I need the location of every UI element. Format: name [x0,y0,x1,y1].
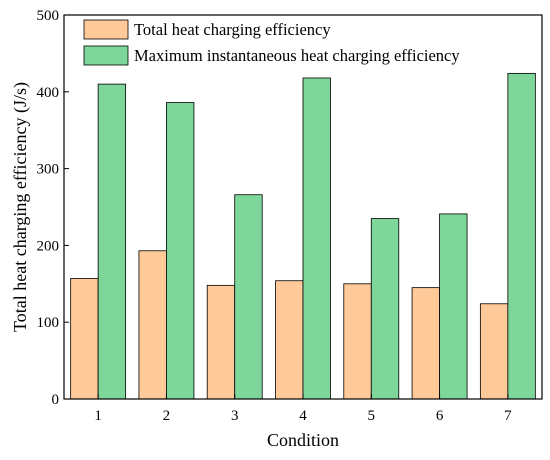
bar-total-2 [138,250,167,400]
ticks-layer: 1 2 3 4 5 6 7 0 100 200 300 400 500 [37,8,513,424]
legend-label-maximum: Maximum instantaneous heat charging effi… [134,46,460,65]
x-tick-label-2: 2 [163,408,171,424]
x-tick-label-6: 6 [436,408,444,424]
bar-maximum-4 [302,77,331,400]
legend-swatch-total [83,19,129,40]
y-axis-title: Total heat charging efficiency (J/s) [10,82,31,332]
bar-maximum-1 [97,83,127,400]
legend-swatch-maximum [83,45,129,66]
bar-maximum-5 [370,218,400,400]
y-tick-label-500: 500 [37,8,60,24]
bar-total-4 [275,280,304,400]
x-tick-label-3: 3 [231,408,239,424]
y-tick-label-0: 0 [52,392,60,408]
x-tick-label-4: 4 [299,408,307,424]
x-tick-label-5: 5 [368,408,376,424]
y-tick-label-100: 100 [37,315,60,331]
bar-maximum-3 [234,194,263,400]
bars-layer [70,72,536,400]
legend: Total heat charging efficiency Maximum i… [83,19,460,66]
bar-maximum-6 [439,213,468,400]
bar-total-3 [206,284,236,400]
x-axis-title: Condition [267,430,339,450]
bar-maximum-7 [507,72,536,400]
bar-total-7 [479,303,509,400]
bar-total-5 [343,283,372,400]
legend-label-total: Total heat charging efficiency [134,20,331,39]
bar-total-6 [411,287,440,400]
x-tick-label-7: 7 [504,408,512,424]
bar-maximum-2 [166,102,195,400]
y-tick-label-400: 400 [37,85,60,101]
y-tick-label-300: 300 [37,162,60,178]
y-tick-label-200: 200 [37,238,60,254]
x-tick-label-1: 1 [94,408,102,424]
bar-total-1 [70,278,99,400]
